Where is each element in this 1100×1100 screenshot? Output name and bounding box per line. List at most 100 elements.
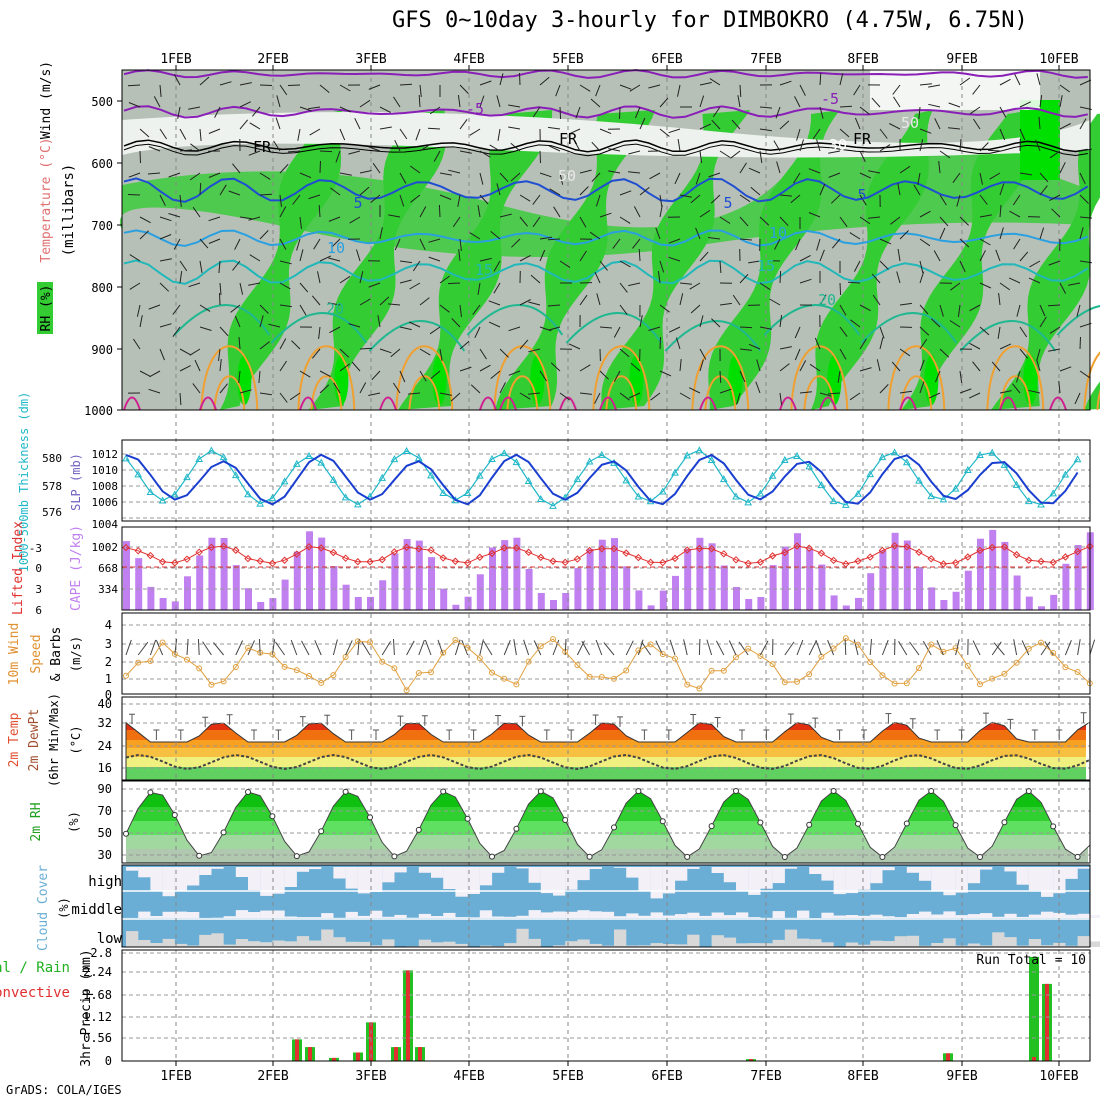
wind-barb: [173, 238, 181, 250]
low-cloud-bar: [504, 943, 517, 947]
thickness-marker: [622, 476, 631, 484]
lifted-marker: [427, 546, 435, 554]
wind-barb: [496, 95, 501, 108]
low-cloud-bar: [516, 928, 529, 947]
high-cloud-bar: [126, 867, 139, 871]
wind-barbs-label: & Barbs: [49, 627, 64, 682]
wind-barb: [690, 194, 701, 204]
surface-wind-barb: [581, 640, 591, 656]
wind-barb: [1059, 282, 1067, 294]
wind-barb: [296, 238, 301, 251]
wind-barb: [799, 391, 812, 394]
wind-barb: [619, 348, 630, 358]
high-cloud-bar: [382, 867, 395, 883]
surface-wind-barb: [345, 640, 353, 656]
surface-wind-barb: [706, 639, 713, 656]
wind-barb: [699, 82, 712, 86]
middle-cloud-bar: [894, 917, 907, 918]
high-cloud-bar: [845, 867, 859, 894]
rh-marker: [830, 788, 837, 794]
panel-frame: [121, 69, 1091, 411]
middle-cloud-bar: [626, 913, 639, 918]
wind-barb: [819, 392, 832, 397]
wind-barb: [259, 84, 273, 86]
wind-speed-marker: [842, 635, 849, 642]
wind-barb: [439, 275, 450, 284]
thickness-marker: [524, 476, 533, 485]
temp-contour-30: [1096, 389, 1100, 411]
surface-wind-barb: [955, 639, 960, 656]
cape-bar: [1025, 596, 1033, 610]
wind-barb: [839, 216, 848, 227]
temp-contour-25: [200, 345, 259, 411]
wind-barb: [279, 163, 289, 174]
cape-tick-label: 668: [98, 562, 118, 575]
wind-barb: [859, 338, 867, 350]
cape-bar: [428, 557, 435, 610]
wind-barb: [699, 150, 703, 163]
pressure-axis-label: (millibars): [61, 164, 77, 257]
surface-wind-barb: [1089, 639, 1096, 656]
thickness-marker: [170, 490, 179, 498]
temperature-unit-label: (°C): [69, 726, 83, 755]
middle-cloud-bar: [980, 913, 993, 918]
wind-barb: [410, 194, 421, 203]
wind-barb: [699, 95, 705, 108]
wind-barb: [399, 279, 412, 284]
precip-convective-bar: [1032, 1057, 1036, 1061]
high-cloud-bar: [1004, 867, 1017, 872]
wind-barb: [469, 232, 481, 240]
lifted-marker: [402, 543, 411, 551]
rh-tick-label: 70: [98, 804, 112, 818]
high-cloud-bar: [662, 867, 676, 894]
high-cloud-bar: [492, 867, 505, 873]
surface-wind-barb: [898, 641, 908, 656]
high-cloud-bar: [479, 867, 493, 886]
rh-marker: [684, 853, 691, 860]
wind-barb: [827, 392, 841, 395]
rh-bright-spot: [1020, 100, 1060, 180]
wind-barb: [897, 183, 901, 196]
wind-barb: [499, 172, 509, 183]
wind-barb: [1076, 304, 1081, 317]
thickness-marker: [134, 470, 143, 478]
wind-barb: [628, 171, 641, 174]
cape-bar: [940, 600, 948, 610]
wind-barb: [379, 106, 391, 113]
cape-tick-label: 1002: [92, 541, 119, 554]
wind-barb: [699, 359, 704, 372]
cape-bar: [208, 537, 216, 610]
lifted-marker: [122, 543, 130, 552]
wind-barb: [575, 106, 581, 119]
wind-barb: [429, 106, 441, 115]
wind-barb: [799, 360, 807, 372]
wind-barb: [479, 95, 485, 108]
date-label-top: 8FEB: [847, 52, 878, 67]
wind-speed-marker: [623, 667, 630, 674]
rh-marker: [708, 823, 715, 830]
rh-marker: [147, 789, 154, 796]
rh-marker: [489, 853, 495, 860]
low-cloud-bar: [345, 941, 358, 947]
wind-barb: [172, 326, 181, 337]
wind-barb: [1039, 316, 1047, 328]
low-cloud-bar: [1077, 936, 1090, 947]
wind-barb: [447, 282, 461, 285]
wind-barb: [638, 248, 641, 262]
lifted-marker: [683, 546, 691, 554]
wind-barb: [275, 117, 281, 130]
middle-cloud-bar: [833, 915, 846, 918]
low-cloud-bar: [662, 944, 676, 947]
high-cloud-bar: [736, 867, 749, 891]
low-cloud-bar: [1016, 945, 1029, 947]
temperature-band: [126, 757, 1086, 767]
wind-barb: [450, 392, 461, 402]
rh-marker: [1074, 853, 1081, 860]
surface-wind-barb: [641, 641, 652, 656]
cape-bar: [550, 600, 557, 610]
wind-barb: [688, 387, 701, 394]
wind-barb: [739, 194, 751, 203]
high-cloud-bar: [443, 867, 456, 889]
cape-bar: [891, 532, 899, 610]
panel-frame: [121, 780, 1091, 864]
